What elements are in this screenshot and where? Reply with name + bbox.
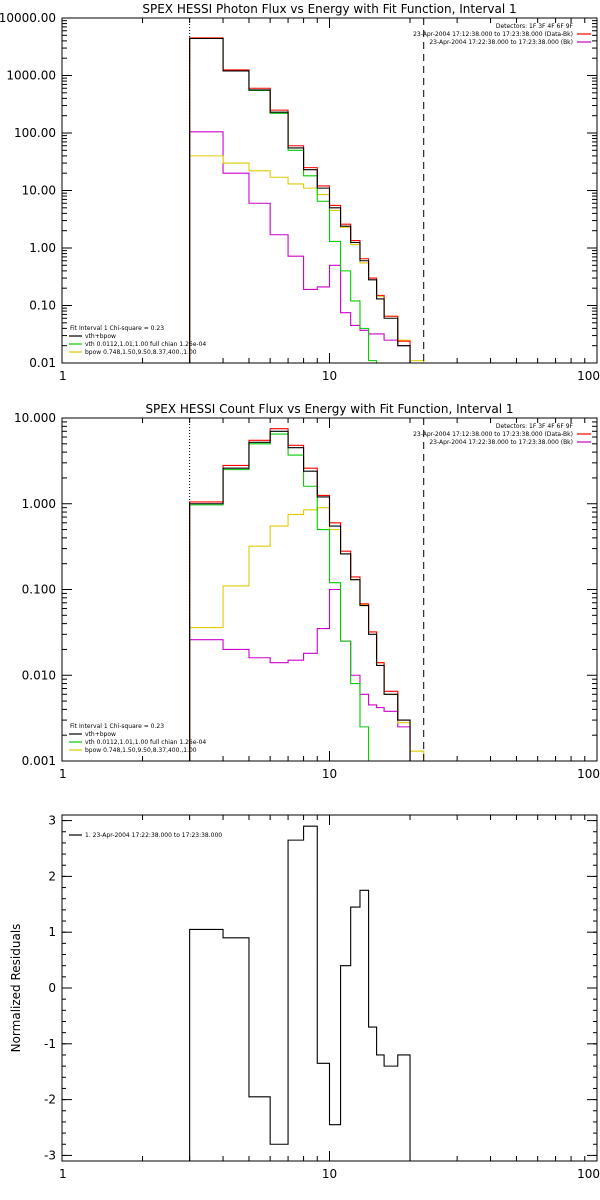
y-tick-label: 0.01 — [29, 356, 56, 370]
legend-entry: Fit Interval 1 Chi-square = 0.23 — [70, 723, 164, 730]
y-tick-label: 10000.00 — [0, 11, 56, 25]
series-line-total — [189, 825, 411, 1161]
x-tick-label: 100 — [577, 767, 600, 781]
x-tick-label: 1 — [59, 1167, 67, 1181]
y-tick-label: 100.00 — [14, 126, 56, 140]
header-line: Detectors: 1F 3F 4F 6F 9F — [496, 423, 574, 430]
legend-entry: vth 0.0112,1.01,1.00 full chian 1.26e-04 — [85, 341, 206, 348]
series-group — [189, 37, 446, 363]
x-tick-label: 10 — [322, 767, 337, 781]
y-tick-label: 0.100 — [22, 583, 56, 597]
y-tick-label: 1000.00 — [6, 69, 56, 83]
header-line: 23-Apr-2004 17:12:38.000 to 17:23:38.000… — [413, 431, 573, 438]
series-line-total — [189, 37, 411, 363]
legend-entry: Fit Interval 1 Chi-square = 0.23 — [70, 325, 164, 332]
header-line: 23-Apr-2004 17:22:38.000 to 17:23:38.000… — [429, 439, 573, 446]
y-tick-label: 0.001 — [22, 754, 56, 768]
y-tick-label: 1.00 — [29, 241, 56, 255]
legend-entry: bpow 0.748,1.50,9.50,8.37,400.,1.00 — [85, 747, 197, 754]
photon-flux-panel: SPEX HESSI Photon Flux vs Energy with Fi… — [0, 2, 600, 383]
y-tick-label: 10.00 — [22, 184, 56, 198]
legend-entry: vth+bpow — [85, 333, 116, 340]
count-flux-panel: SPEX HESSI Count Flux vs Energy with Fit… — [14, 402, 600, 781]
series-line-vth — [189, 37, 378, 363]
header-line: 23-Apr-2004 17:12:38.000 to 17:23:38.000… — [413, 31, 573, 38]
y-tick-label: 2 — [48, 869, 56, 883]
legend-entry: vth+bpow — [85, 731, 116, 738]
series-line-bk — [189, 131, 411, 363]
legend-entry: vth 0.0112,1.01,1.00 full chian 1.26e-04 — [85, 739, 206, 746]
header-line: 23-Apr-2004 17:22:38.000 to 17:23:38.000… — [429, 39, 573, 46]
x-tick-label: 1 — [59, 369, 67, 383]
y-tick-label: 10.000 — [14, 411, 56, 425]
x-tick-label: 100 — [577, 369, 600, 383]
series-line-data — [189, 428, 411, 761]
chart-title: SPEX HESSI Count Flux vs Energy with Fit… — [145, 402, 513, 416]
y-tick-label: -2 — [44, 1093, 56, 1107]
x-tick-label: 10 — [322, 369, 337, 383]
series-line-total — [189, 430, 411, 761]
y-tick-label: 1.000 — [22, 497, 56, 511]
legend-entry: 1. 23-Apr-2004 17:22:38.000 to 17:23:38.… — [85, 832, 222, 839]
y-tick-label: -3 — [44, 1148, 56, 1162]
header-line: Detectors: 1F 3F 4F 6F 9F — [496, 23, 574, 30]
x-tick-label: 10 — [322, 1167, 337, 1181]
x-tick-label: 100 — [577, 1167, 600, 1181]
series-line-bk — [189, 588, 411, 761]
series-line-data — [189, 37, 411, 363]
y-tick-label: 0.010 — [22, 668, 56, 682]
y-tick-label: -1 — [44, 1037, 56, 1051]
series-group — [189, 825, 411, 1161]
chart-title: SPEX HESSI Photon Flux vs Energy with Fi… — [142, 2, 516, 16]
y-tick-label: 3 — [48, 814, 56, 828]
x-tick-label: 1 — [59, 767, 67, 781]
series-group — [189, 428, 446, 761]
y-tick-label: 1 — [48, 925, 56, 939]
y-axis-label: Normalized Residuals — [9, 924, 23, 1053]
residuals-panel: Normalized Residuals 1 10 100 -3 -2 -1 0 1 2 3 1. 2… — [9, 814, 600, 1181]
y-tick-label: 0.10 — [29, 299, 56, 313]
legend-entry: bpow 0.748,1.50,9.50,8.37,400.,1.00 — [85, 349, 197, 356]
series-line-vth — [189, 433, 378, 761]
y-tick-label: 0 — [48, 981, 56, 995]
